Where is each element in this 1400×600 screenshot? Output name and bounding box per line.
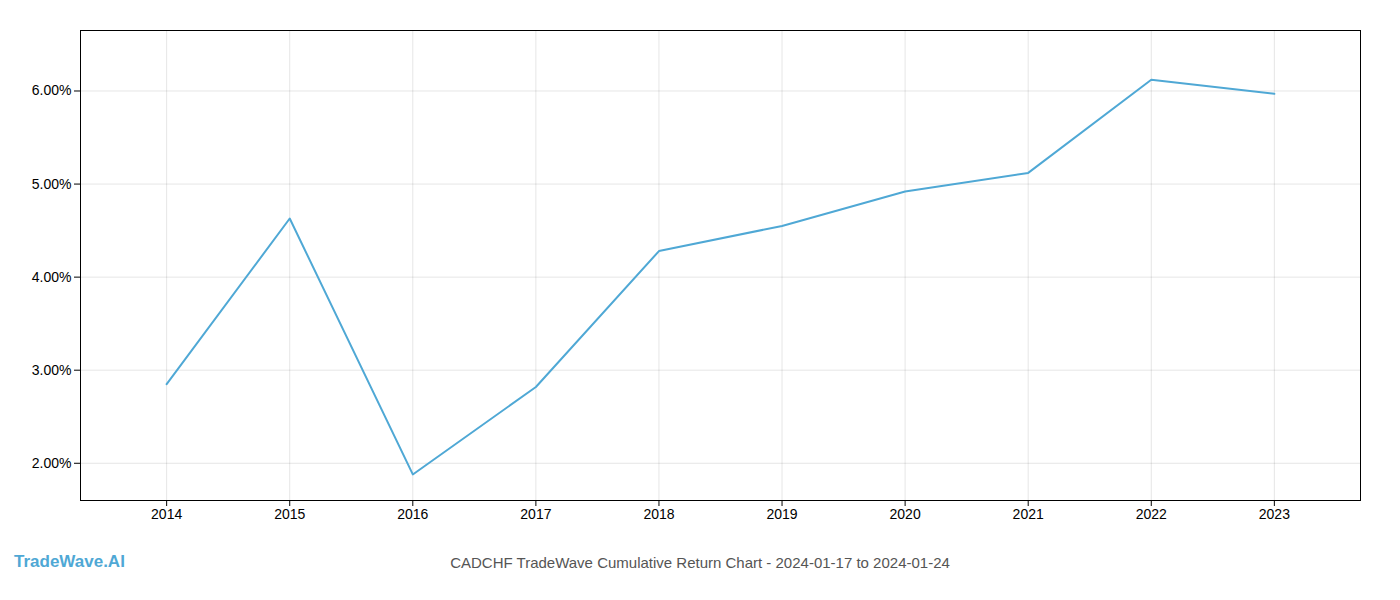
html-text:TradeWave.AI: TradeWave.AI — [14, 552, 125, 571]
html-text:CADCHF TradeWave Cumulative Re: CADCHF TradeWave Cumulative Return Chart… — [450, 554, 950, 571]
svg-text:2019: 2019 — [766, 506, 797, 522]
svg-text:2017: 2017 — [520, 506, 551, 522]
svg-text:6.00%: 6.00% — [32, 82, 72, 98]
svg-text:3.00%: 3.00% — [32, 362, 72, 378]
svg-text:2018: 2018 — [643, 506, 674, 522]
svg-text:5.00%: 5.00% — [32, 176, 72, 192]
svg-text:2015: 2015 — [274, 506, 305, 522]
svg-text:2016: 2016 — [397, 506, 428, 522]
svg-text:4.00%: 4.00% — [32, 269, 72, 285]
svg-text:2.00%: 2.00% — [32, 455, 72, 471]
svg-text:2020: 2020 — [890, 506, 921, 522]
svg-text:2022: 2022 — [1136, 506, 1167, 522]
svg-text:2023: 2023 — [1259, 506, 1290, 522]
svg-text:2021: 2021 — [1013, 506, 1044, 522]
svg-text:2014: 2014 — [151, 506, 182, 522]
